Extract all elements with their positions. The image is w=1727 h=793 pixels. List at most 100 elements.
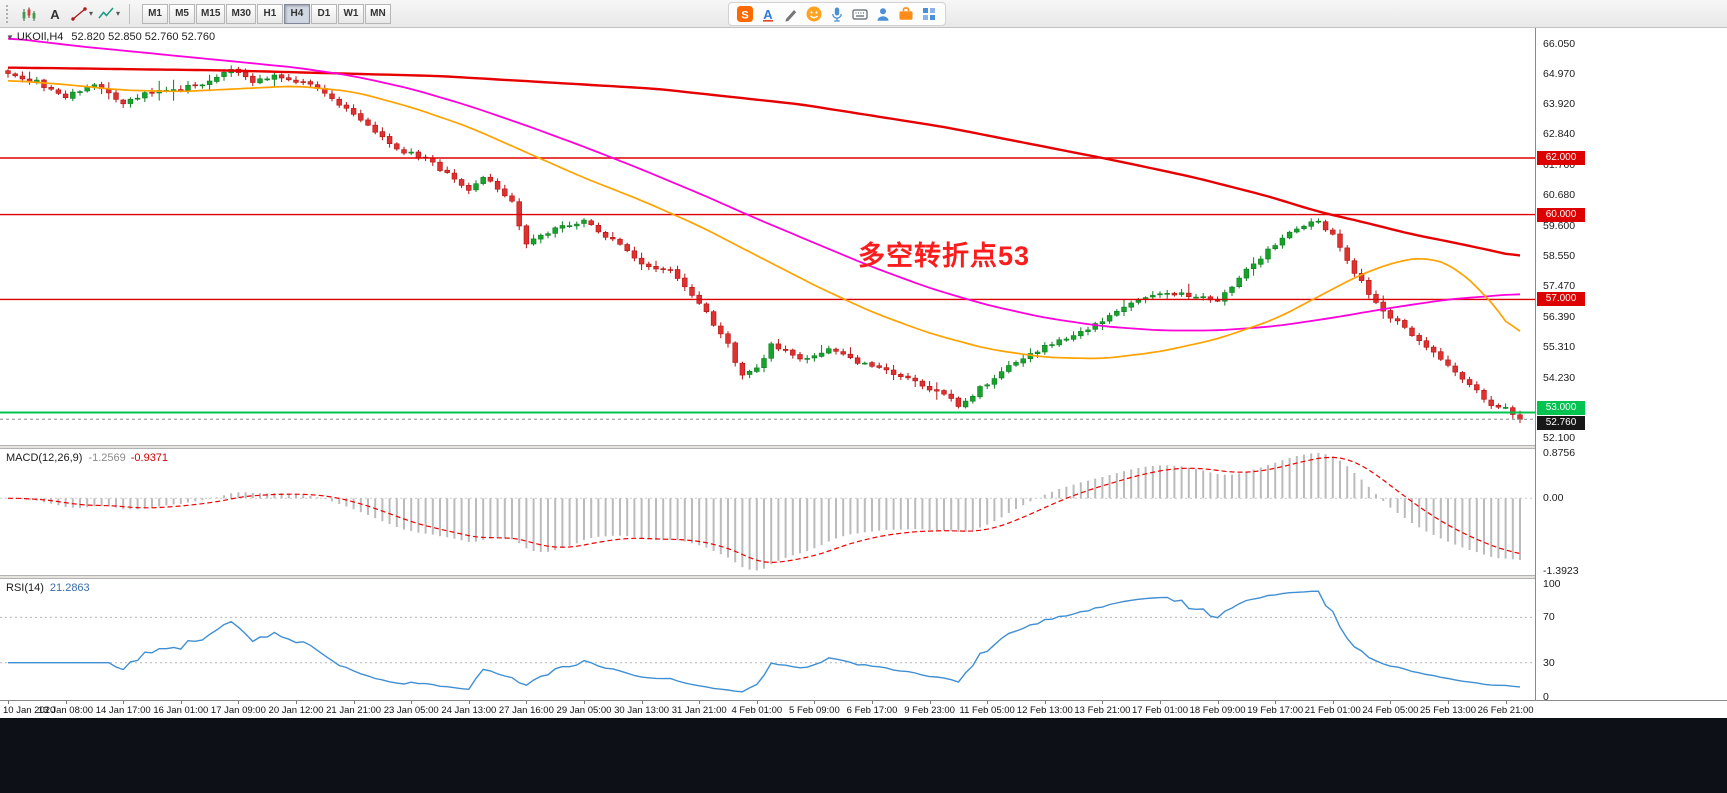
scale-label: -1.3923: [1543, 564, 1579, 577]
sogou-logo-icon: S: [737, 6, 753, 22]
scale-label: 30: [1543, 656, 1555, 669]
toolbox-icon: [899, 7, 913, 20]
charts-button[interactable]: [17, 3, 41, 25]
ohlc-values: 52.820 52.850 52.760 52.760: [71, 31, 216, 43]
time-axis-tick: [526, 701, 528, 704]
chart-tools-group: A ▾ ▾: [17, 3, 121, 25]
time-axis-label: 20 Jan 12:00: [268, 705, 324, 716]
timeframe-button-m15[interactable]: M15: [196, 3, 226, 24]
scale-label: 0.00: [1543, 492, 1564, 505]
timeframe-button-m5[interactable]: M5: [169, 3, 196, 24]
timeframe-button-h4[interactable]: H4: [283, 3, 310, 24]
scale-label: 54.230: [1543, 371, 1576, 384]
scale-label: 63.920: [1543, 97, 1576, 110]
macd-main-value: -1.2569: [88, 452, 126, 464]
ma-fast-line[interactable]: [7, 79, 1521, 360]
time-axis-label: 21 Feb 01:00: [1304, 705, 1361, 716]
time-axis-tick: [929, 701, 931, 704]
macd-name: MACD(12,26,9): [6, 452, 83, 464]
scale-label: 66.050: [1543, 37, 1576, 50]
text-tool-button[interactable]: A: [43, 3, 67, 25]
time-axis-tick: [1102, 701, 1104, 704]
keyboard-button[interactable]: [850, 4, 870, 24]
apps-grid-icon: [923, 8, 935, 20]
price-badge-62.000: 62.000: [1537, 151, 1585, 165]
time-axis-tick: [353, 701, 355, 704]
time-axis-label: 24 Jan 13:00: [441, 705, 497, 716]
time-axis-label: 29 Jan 05:00: [556, 705, 612, 716]
toolbox-button[interactable]: [896, 4, 916, 24]
time-axis-tick: [180, 701, 182, 704]
timeframe-button-m1[interactable]: M1: [142, 3, 169, 24]
rsi-panel[interactable]: [0, 579, 1535, 700]
emoji-button[interactable]: [804, 4, 824, 24]
account-button[interactable]: [873, 4, 893, 24]
timeframe-button-d1[interactable]: D1: [310, 3, 337, 24]
bottom-dark-bar: [0, 718, 1727, 793]
time-axis-label: 24 Feb 05:00: [1362, 705, 1419, 716]
time-axis-tick: [65, 701, 67, 704]
timeframe-button-w1[interactable]: W1: [337, 3, 364, 24]
toolbar-grip[interactable]: [6, 4, 11, 23]
macd-signal-value: -0.9371: [130, 452, 169, 464]
dropdown-caret-icon: ▾: [116, 9, 121, 18]
time-axis-label: 31 Jan 21:00: [671, 705, 727, 716]
panel-separator[interactable]: [0, 445, 1727, 449]
scale-label: 62.840: [1543, 128, 1576, 141]
time-axis-tick: [1044, 701, 1046, 704]
time-axis-label: 11 Feb 05:00: [959, 705, 1015, 716]
time-axis-label: 10 Jan 2020: [3, 705, 56, 716]
voice-input-icon: [832, 7, 842, 22]
macd-label: MACD(12,26,9) -1.2569 -0.9371: [6, 452, 168, 464]
font-style-button[interactable]: A: [758, 4, 778, 24]
scale-label: 0.8756: [1543, 446, 1576, 459]
pen-button[interactable]: [781, 4, 801, 24]
time-axis-label: 26 Feb 21:00: [1477, 705, 1534, 716]
scale-label: 56.390: [1543, 310, 1576, 323]
svg-text:A: A: [763, 7, 773, 22]
sogou-logo-button[interactable]: S: [735, 4, 755, 24]
macd-panel[interactable]: [0, 449, 1535, 575]
time-axis-tick: [1390, 701, 1392, 704]
time-axis-tick: [468, 701, 470, 704]
toolbar-divider: [129, 3, 131, 24]
rsi-label: RSI(14) 21.2863: [6, 582, 90, 594]
macd-histogram: [14, 452, 1521, 571]
scale-label: 52.100: [1543, 431, 1576, 444]
timeframe-button-mn[interactable]: MN: [364, 3, 391, 24]
time-axis-label: 13 Jan 08:00: [38, 705, 94, 716]
time-axis-tick: [1217, 701, 1219, 704]
pen-icon: [785, 10, 797, 22]
price-scale[interactable]: 66.05064.97063.92062.84061.76060.68059.6…: [1535, 28, 1727, 703]
voice-input-button[interactable]: [827, 4, 847, 24]
timeframe-button-h1[interactable]: H1: [256, 3, 283, 24]
annotation-text[interactable]: 多空转折点53: [858, 241, 1031, 271]
time-axis[interactable]: 10 Jan 2020 13 Jan 08:00 14 Jan 17:00 16 Ja…: [0, 700, 1727, 718]
panel-separator[interactable]: [0, 575, 1727, 579]
price-badge-52.760: 52.760: [1537, 416, 1585, 431]
symbol-period-label: UKOIl,H4: [16, 31, 64, 43]
ma-mid-line[interactable]: [7, 37, 1521, 332]
time-axis-tick: [1505, 701, 1507, 704]
emoji-icon: [806, 6, 822, 22]
apps-grid-button[interactable]: [919, 4, 939, 24]
line-studies-button[interactable]: ▾: [69, 3, 94, 25]
price-badge-53.000: 53.000: [1537, 401, 1585, 416]
keyboard-icon: [852, 9, 868, 20]
time-axis-label: 14 Jan 17:00: [95, 705, 151, 716]
indicators-button[interactable]: ▾: [96, 3, 121, 25]
time-axis-label: 17 Feb 01:00: [1132, 705, 1188, 716]
svg-text:S: S: [741, 10, 748, 22]
expand-triangle-icon[interactable]: ▼: [6, 33, 14, 42]
time-axis-tick: [584, 701, 585, 704]
line-studies-icon: [71, 6, 87, 21]
timeframe-button-m30[interactable]: M30: [226, 3, 256, 24]
scale-label: 100: [1543, 577, 1561, 590]
scale-label: 60.680: [1543, 189, 1576, 202]
time-axis-tick: [238, 701, 240, 704]
scale-label: 64.970: [1543, 68, 1576, 81]
time-axis-tick: [756, 701, 758, 704]
ma-slow-line[interactable]: [8, 66, 1521, 257]
main-price-chart[interactable]: [0, 28, 1535, 445]
